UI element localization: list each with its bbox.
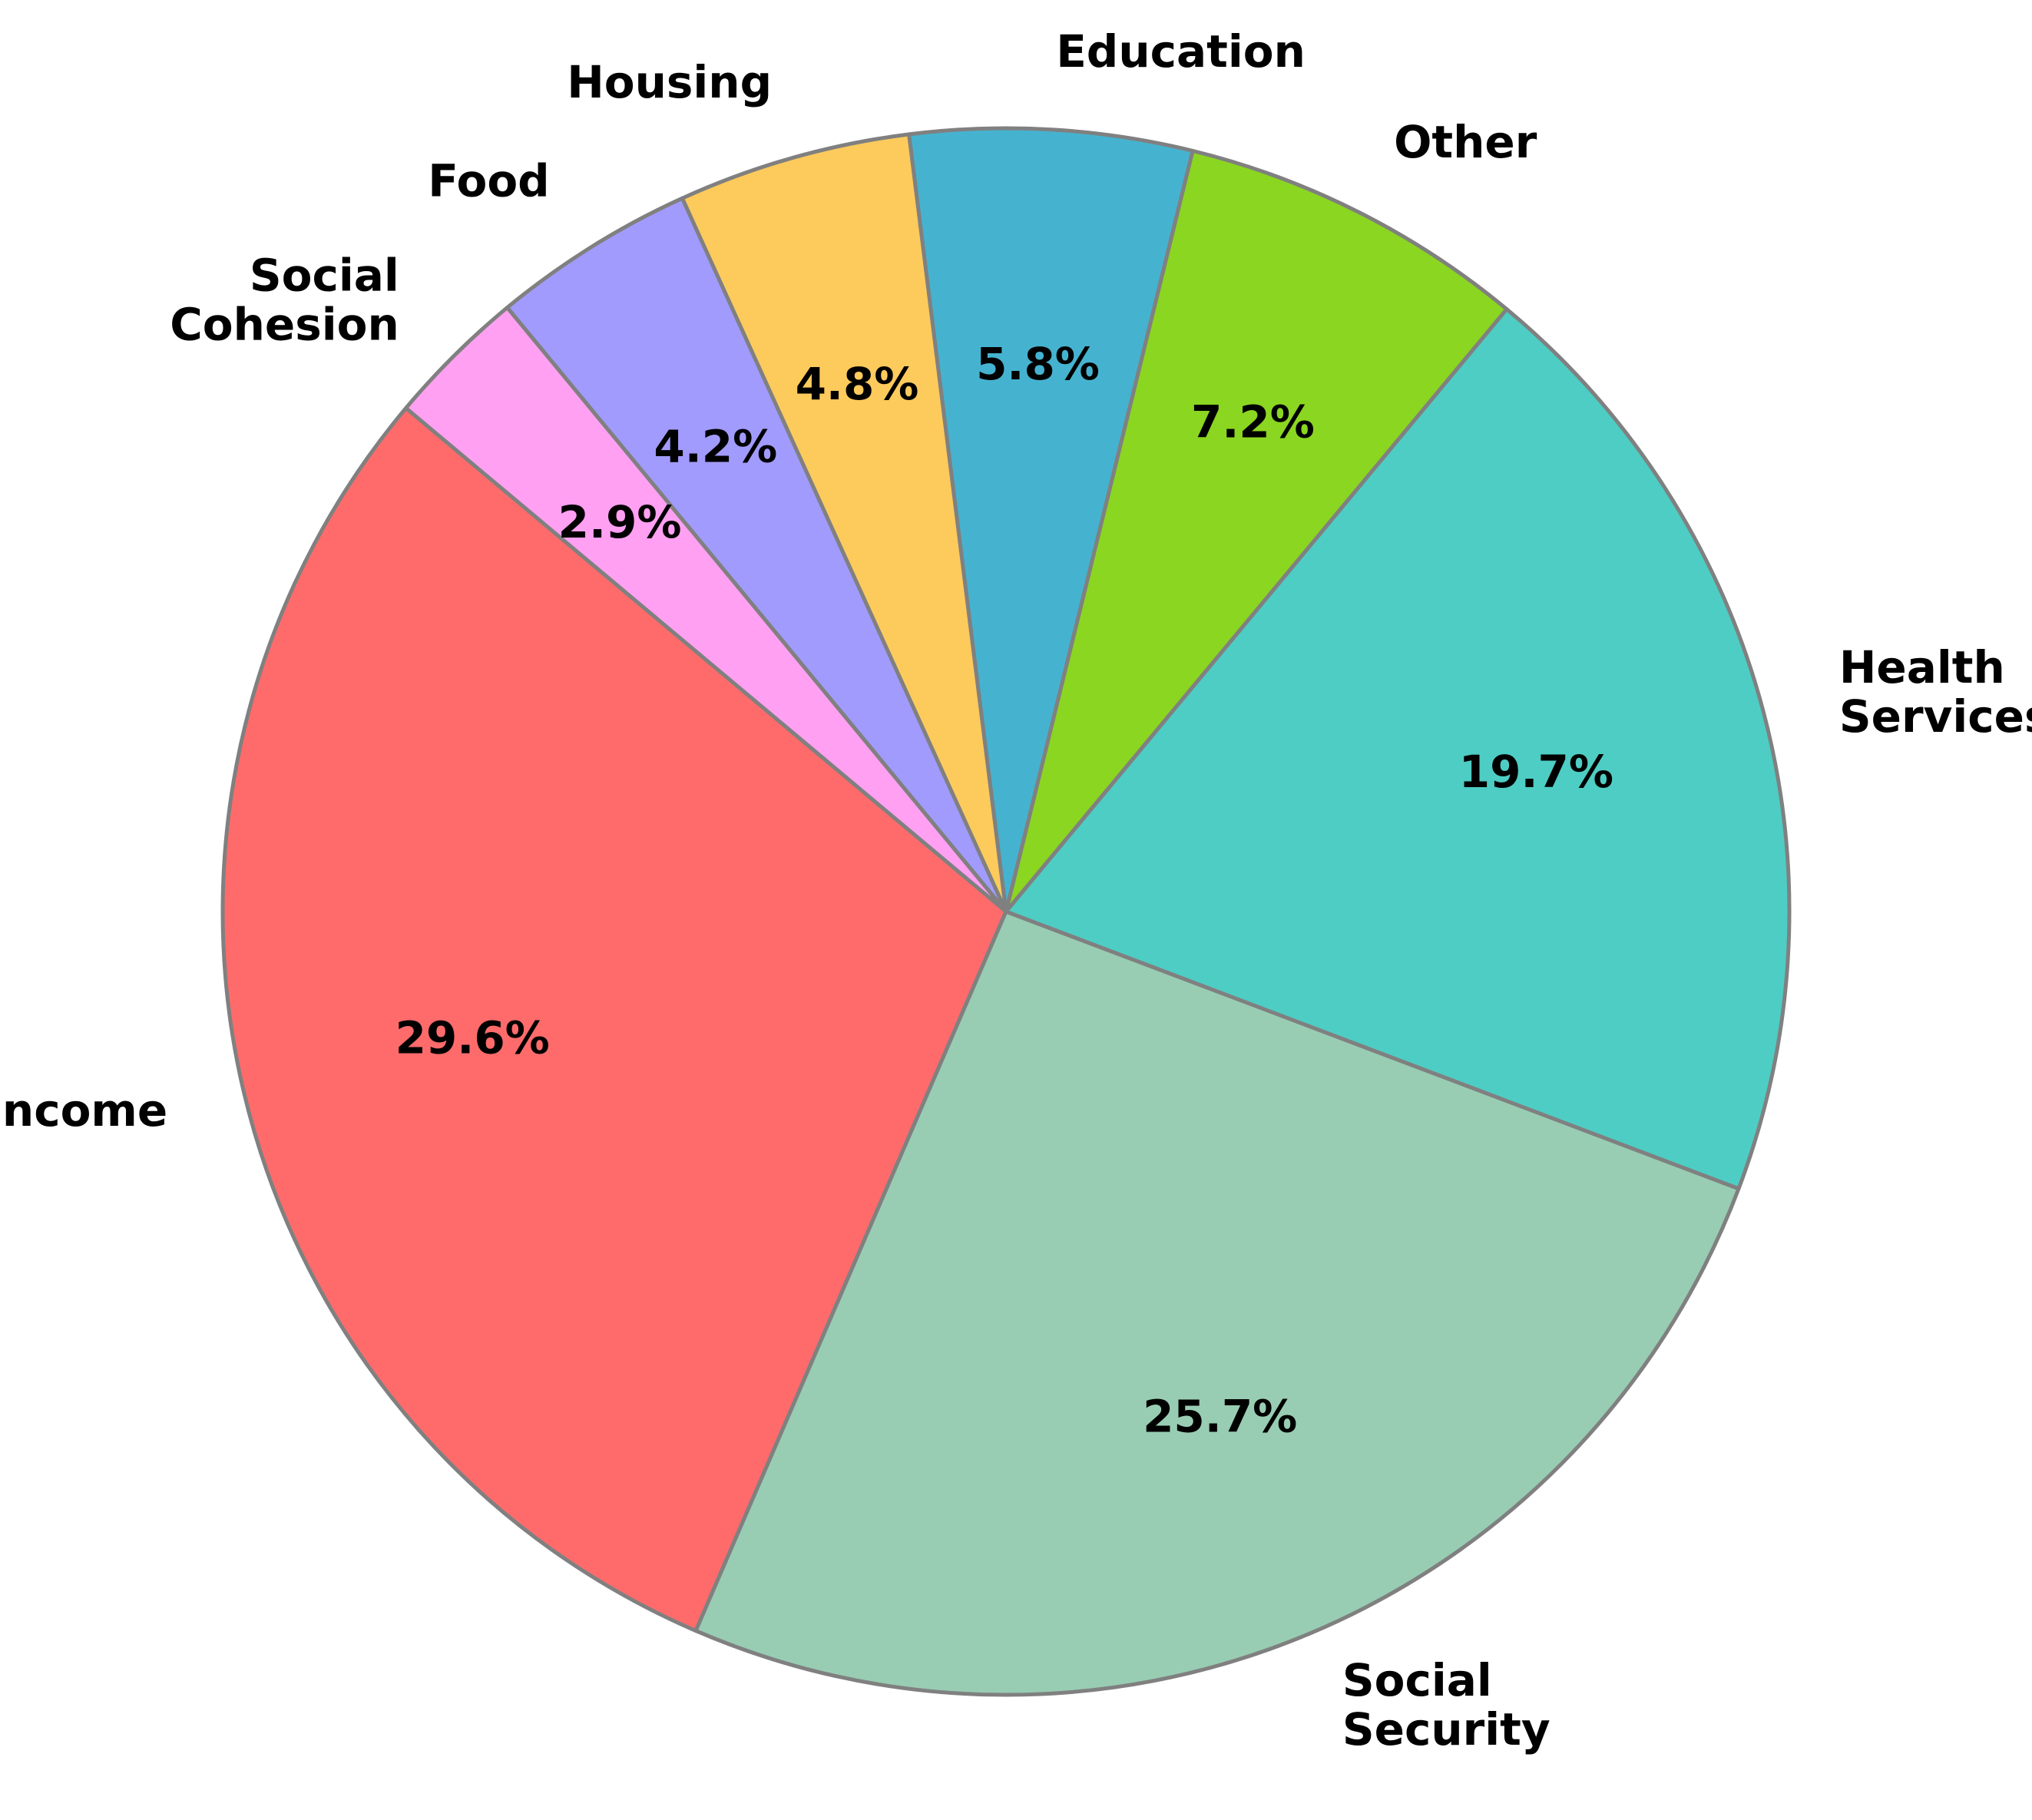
category-label-line: Health [1839, 641, 2005, 693]
pct-label-social-security: 25.7% [1143, 1390, 1297, 1442]
slice-health-services [1004, 307, 1792, 1191]
category-label-housing: Housing [567, 56, 772, 108]
pct-label-housing: 4.8% [796, 358, 919, 410]
category-label-line: Social [1342, 1654, 1492, 1706]
slice-social-security [693, 909, 1741, 1697]
category-label-line: Food [428, 154, 549, 207]
slice-education [907, 126, 1195, 914]
category-label-income: Income [0, 1084, 167, 1137]
pct-label-food: 4.2% [654, 420, 777, 472]
slice-other [1004, 148, 1509, 914]
slice-social-cohesion [404, 306, 1008, 914]
pct-label-education: 5.8% [976, 338, 1100, 390]
category-label-line: Income [0, 1084, 167, 1137]
pct-label-income: 29.6% [395, 1012, 550, 1064]
pie-slices [220, 126, 1792, 1697]
category-label-education: Education [1056, 25, 1306, 78]
category-label-line: Education [1056, 25, 1306, 78]
percentage-labels: 29.6% 25.7% 19.7% 7.2% 5.8% 4.8% 4.2% 2.9% [395, 338, 1613, 1442]
slice-income [220, 405, 1008, 1633]
category-label-other: Other [1394, 116, 1537, 168]
slice-food [505, 196, 1008, 914]
category-label-food: Food [428, 154, 549, 207]
category-label-line: Social [250, 250, 399, 302]
category-label-line: Security [1342, 1703, 1550, 1755]
slice-housing [680, 132, 1008, 914]
category-label-line: Cohesion [170, 299, 399, 351]
pct-label-social-cohesion: 2.9% [558, 496, 682, 548]
category-label-line: Services [1839, 690, 2032, 743]
category-label-social-security: Social Security [1342, 1654, 1550, 1755]
pct-label-other: 7.2% [1191, 396, 1315, 448]
category-label-line: Other [1394, 116, 1537, 168]
category-label-health-services: Health Services [1839, 641, 2032, 743]
category-label-line: Housing [567, 56, 772, 108]
pct-label-health-services: 19.7% [1459, 746, 1613, 798]
category-label-social-cohesion: Social Cohesion [170, 250, 399, 351]
